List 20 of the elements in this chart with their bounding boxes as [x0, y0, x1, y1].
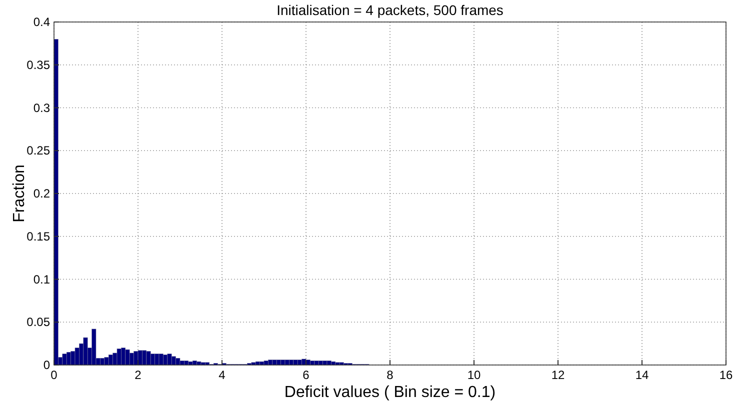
x-tick-label: 8 [386, 368, 394, 382]
x-tick-label: 10 [467, 368, 481, 382]
x-tick-label: 6 [302, 368, 310, 382]
x-tick-label: 4 [218, 368, 226, 382]
y-tick-label: 0.2 [33, 186, 50, 200]
y-tick-label: 0.3 [33, 100, 50, 115]
y-axis-title: Fraction [11, 164, 28, 222]
x-axis-title: Deficit values ( Bin size = 0.1) [284, 384, 496, 401]
y-tick-label: 0.4 [33, 15, 50, 29]
y-tick-label: 0.1 [33, 272, 50, 286]
y-tick-label: 0.25 [26, 144, 50, 158]
y-tick-label: 0.05 [26, 315, 50, 330]
y-tick-label: 0.35 [26, 58, 50, 72]
y-tick-label: 0.15 [26, 229, 50, 244]
chart-title: Initialisation = 4 packets, 500 frames [276, 2, 504, 18]
x-tick-label: 14 [635, 368, 649, 382]
y-tick-label: 0 [43, 358, 50, 372]
x-tick-label: 12 [551, 368, 565, 382]
x-tick-label: 2 [134, 368, 142, 382]
x-tick-label: 16 [719, 368, 733, 382]
